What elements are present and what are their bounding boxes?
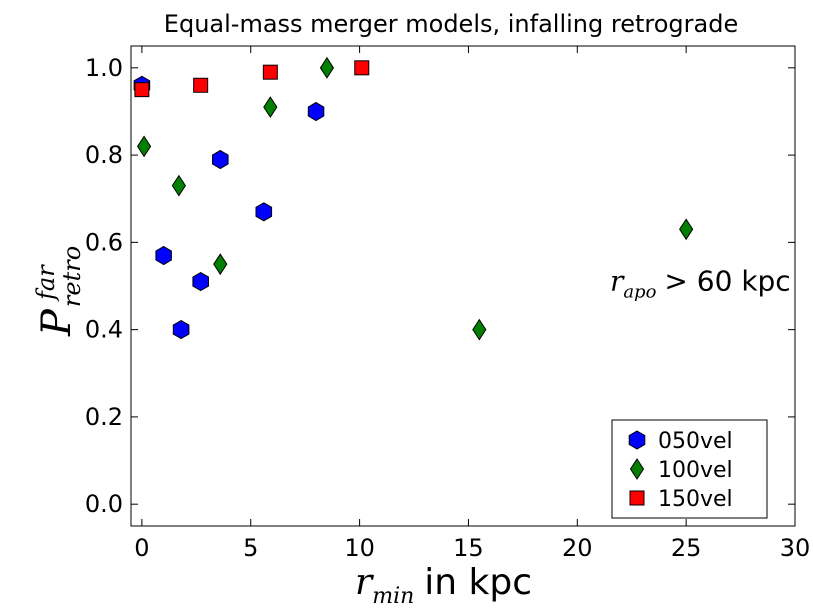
x-tick-label: 0 (134, 534, 149, 562)
y-tick-label: 0.4 (85, 316, 123, 344)
y-tick-label: 0.2 (85, 403, 123, 431)
legend-label-050vel: 050vel (658, 429, 733, 454)
x-tick-label: 15 (453, 534, 484, 562)
legend: 050vel 100vel 150vel (611, 419, 768, 519)
x-tick-label: 10 (344, 534, 375, 562)
y-tick-label: 0.0 (85, 490, 123, 518)
y-tick-label: 0.8 (85, 141, 123, 169)
y-axis: 0.0 0.2 0.4 0.6 0.8 1.0 (85, 54, 795, 518)
point-050vel (155, 245, 172, 266)
point-100vel (679, 218, 694, 241)
point-050vel (255, 202, 273, 222)
point-150vel (193, 77, 209, 93)
point-050vel (212, 149, 229, 170)
legend-label-100vel: 100vel (658, 458, 733, 483)
x-tick-label: 20 (562, 534, 593, 562)
legend-label-150vel: 150vel (658, 487, 733, 512)
point-100vel (171, 174, 186, 197)
point-100vel (213, 253, 228, 276)
point-150vel (134, 82, 150, 98)
point-050vel (307, 101, 325, 122)
point-150vel (354, 60, 370, 76)
x-tick-label: 5 (243, 534, 258, 562)
point-150vel (262, 64, 278, 80)
x-axis: 0 5 10 15 20 25 30 (134, 46, 810, 562)
legend-marker-100vel (629, 458, 645, 480)
point-100vel (136, 135, 152, 158)
point-050vel (172, 320, 190, 340)
annotation-rapo: rapo > 60 kpc (610, 264, 791, 302)
point-050vel (192, 272, 209, 292)
legend-marker-150vel (629, 490, 645, 506)
point-100vel (472, 318, 487, 341)
point-100vel (319, 56, 335, 79)
legend-marker-050vel (628, 430, 646, 450)
y-tick-label: 1.0 (85, 54, 123, 82)
y-tick-label: 0.6 (85, 228, 123, 256)
x-axis-label: rmin in kpc (355, 562, 532, 609)
svg-text:Pretro: Pretro (34, 246, 86, 337)
svg-text:far: far (32, 264, 60, 302)
x-tick-label: 25 (671, 534, 702, 562)
chart-title: Equal-mass merger models, infalling retr… (164, 10, 738, 38)
y-axis-label: Pretro far (32, 246, 86, 337)
data-points (133, 56, 694, 341)
x-tick-label: 30 (780, 534, 811, 562)
point-100vel (263, 96, 278, 119)
